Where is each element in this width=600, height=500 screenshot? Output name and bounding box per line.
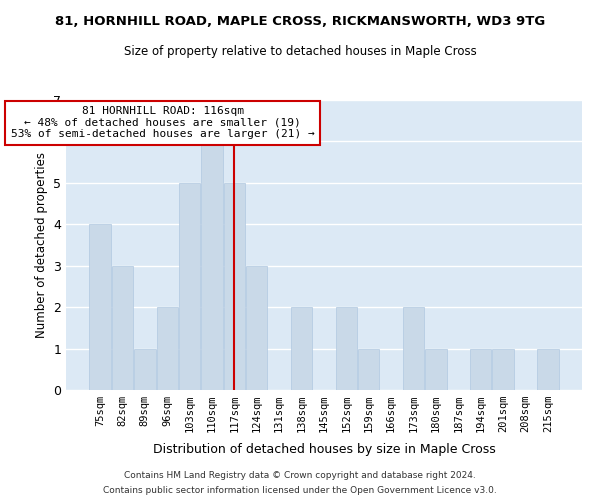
Text: 81, HORNHILL ROAD, MAPLE CROSS, RICKMANSWORTH, WD3 9TG: 81, HORNHILL ROAD, MAPLE CROSS, RICKMANS…	[55, 15, 545, 28]
Bar	[202, 142, 223, 390]
Bar	[403, 307, 424, 390]
Bar	[493, 348, 514, 390]
Bar	[425, 348, 446, 390]
Bar	[246, 266, 268, 390]
Text: Contains public sector information licensed under the Open Government Licence v3: Contains public sector information licen…	[103, 486, 497, 495]
X-axis label: Distribution of detached houses by size in Maple Cross: Distribution of detached houses by size …	[152, 444, 496, 456]
Bar	[179, 183, 200, 390]
Bar	[89, 224, 111, 390]
Bar	[470, 348, 491, 390]
Bar	[291, 307, 312, 390]
Bar	[336, 307, 357, 390]
Bar	[157, 307, 178, 390]
Text: Contains HM Land Registry data © Crown copyright and database right 2024.: Contains HM Land Registry data © Crown c…	[124, 471, 476, 480]
Text: 81 HORNHILL ROAD: 116sqm
← 48% of detached houses are smaller (19)
53% of semi-d: 81 HORNHILL ROAD: 116sqm ← 48% of detach…	[11, 106, 314, 140]
Bar	[134, 348, 155, 390]
Bar	[537, 348, 559, 390]
Text: Size of property relative to detached houses in Maple Cross: Size of property relative to detached ho…	[124, 45, 476, 58]
Bar	[358, 348, 379, 390]
Bar	[112, 266, 133, 390]
Bar	[224, 183, 245, 390]
Y-axis label: Number of detached properties: Number of detached properties	[35, 152, 47, 338]
